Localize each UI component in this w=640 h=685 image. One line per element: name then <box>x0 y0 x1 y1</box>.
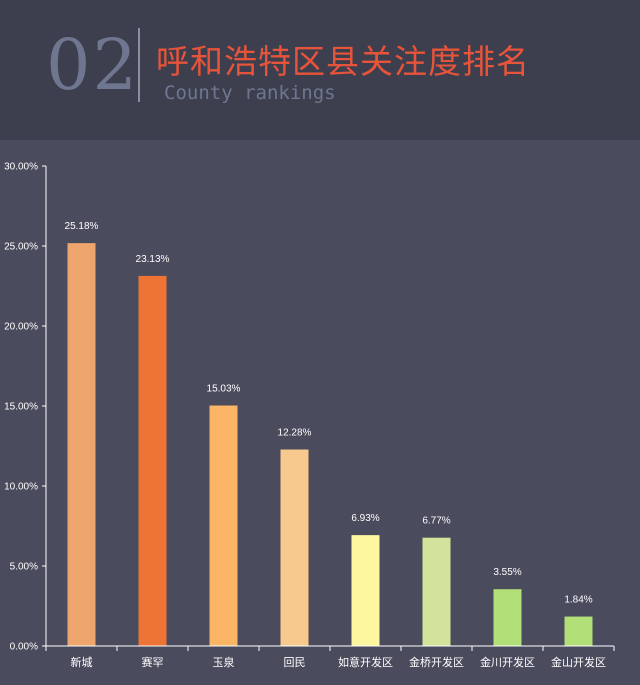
header-banner: 02 呼和浩特区县关注度排名 County rankings <box>0 0 640 140</box>
category-label: 如意开发区 <box>338 655 393 669</box>
data-label: 15.03% <box>207 384 241 395</box>
bar <box>351 535 380 646</box>
bar-chart: 0.00% 5.00% 10.00% 15.00% 20.00% 25.00% 30.00%… <box>4 162 615 669</box>
category-label: 回民 <box>284 656 306 669</box>
y-tick-label: 20.00% <box>4 322 38 333</box>
category-label: 赛罕 <box>142 655 164 669</box>
page-title: 呼和浩特区县关注度排名 <box>156 42 530 81</box>
y-tick-label: 15.00% <box>4 402 38 413</box>
category-label: 金山开发区 <box>551 655 606 669</box>
data-label: 6.93% <box>351 513 379 524</box>
page-subtitle: County rankings <box>164 82 336 104</box>
bar <box>209 405 238 646</box>
category-label: 新城 <box>71 655 93 669</box>
data-label: 23.13% <box>136 254 170 265</box>
section-number: 02 <box>46 24 140 106</box>
bar <box>138 275 167 646</box>
category-label: 玉泉 <box>213 655 235 669</box>
bar <box>422 537 451 646</box>
data-label: 1.84% <box>564 595 592 606</box>
data-label: 3.55% <box>493 567 521 578</box>
y-tick-label: 10.00% <box>4 482 38 493</box>
data-label: 12.28% <box>278 428 312 439</box>
y-tick-label: 30.00% <box>4 162 38 173</box>
bar <box>280 449 309 646</box>
category-label: 金川开发区 <box>480 655 535 669</box>
bar <box>564 616 593 646</box>
data-label: 6.77% <box>422 516 450 527</box>
y-tick-label: 25.00% <box>4 242 38 253</box>
category-label: 金桥开发区 <box>409 655 464 669</box>
y-tick-label: 0.00% <box>10 642 38 653</box>
bar <box>67 243 96 646</box>
header-divider <box>138 28 140 102</box>
data-label: 25.18% <box>65 221 99 232</box>
y-tick-label: 5.00% <box>10 562 38 573</box>
bar <box>493 589 522 646</box>
